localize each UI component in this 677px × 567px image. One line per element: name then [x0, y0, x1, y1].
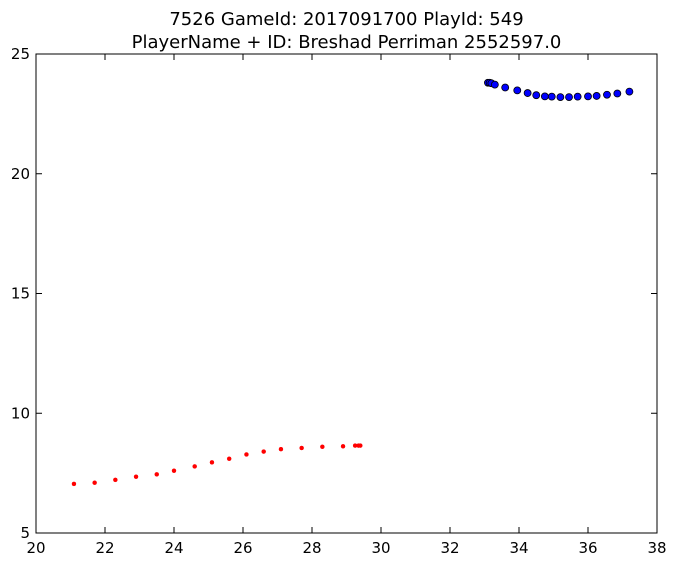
- data-point: [501, 83, 510, 92]
- data-point: [92, 480, 97, 485]
- data-point: [261, 449, 266, 454]
- series-1: [484, 78, 634, 102]
- y-tick-label: 5: [20, 524, 30, 542]
- x-tick-label: 20: [26, 539, 45, 557]
- y-tick-label: 10: [11, 404, 30, 422]
- y-tick-label: 25: [11, 45, 30, 63]
- data-point: [299, 445, 304, 451]
- data-point: [320, 444, 325, 450]
- x-tick-label: 30: [371, 539, 390, 557]
- data-point: [209, 460, 215, 465]
- data-point: [523, 89, 532, 97]
- data-point: [244, 452, 249, 457]
- data-point: [226, 456, 232, 462]
- x-tick-label: 34: [509, 539, 528, 557]
- data-point: [71, 481, 77, 487]
- x-tick-label: 26: [233, 539, 252, 557]
- axis-ticks: 20 22 24 26 28 30 32 34 36 38 5 10 15 20 25: [11, 45, 667, 557]
- y-tick-label: 20: [11, 165, 30, 183]
- data-point: [573, 92, 582, 101]
- series-0: [71, 443, 363, 487]
- data-point: [547, 92, 556, 101]
- y-tick-label: 15: [11, 285, 30, 303]
- data-point: [613, 89, 622, 98]
- x-tick-label: 28: [302, 539, 321, 557]
- chart-title: 7526 GameId: 2017091700 PlayId: 549: [169, 9, 523, 30]
- chart-subtitle: PlayerName + ID: Breshad Perriman 255259…: [132, 32, 562, 53]
- data-point: [584, 92, 592, 101]
- plot-frame: [35, 53, 658, 534]
- data-point: [340, 444, 346, 449]
- data-point: [556, 93, 565, 102]
- data-point: [278, 446, 284, 452]
- x-tick-label: 36: [578, 539, 597, 557]
- x-tick-label: 38: [647, 539, 666, 557]
- data-point: [133, 474, 139, 479]
- data-point: [540, 92, 549, 101]
- data-point: [603, 90, 611, 99]
- data-point: [113, 477, 118, 483]
- data-point: [171, 468, 177, 473]
- x-tick-label: 22: [95, 539, 114, 557]
- data-point: [592, 92, 601, 100]
- data-point: [532, 91, 541, 100]
- data-point: [565, 93, 573, 102]
- data-point: [490, 80, 499, 89]
- x-tick-label: 24: [164, 539, 183, 557]
- data-point: [513, 86, 522, 95]
- data-point: [192, 464, 197, 469]
- data-point: [358, 443, 363, 448]
- data-point: [154, 472, 159, 477]
- data-point: [625, 87, 634, 96]
- data-points: [71, 78, 634, 487]
- x-tick-label: 32: [440, 539, 459, 557]
